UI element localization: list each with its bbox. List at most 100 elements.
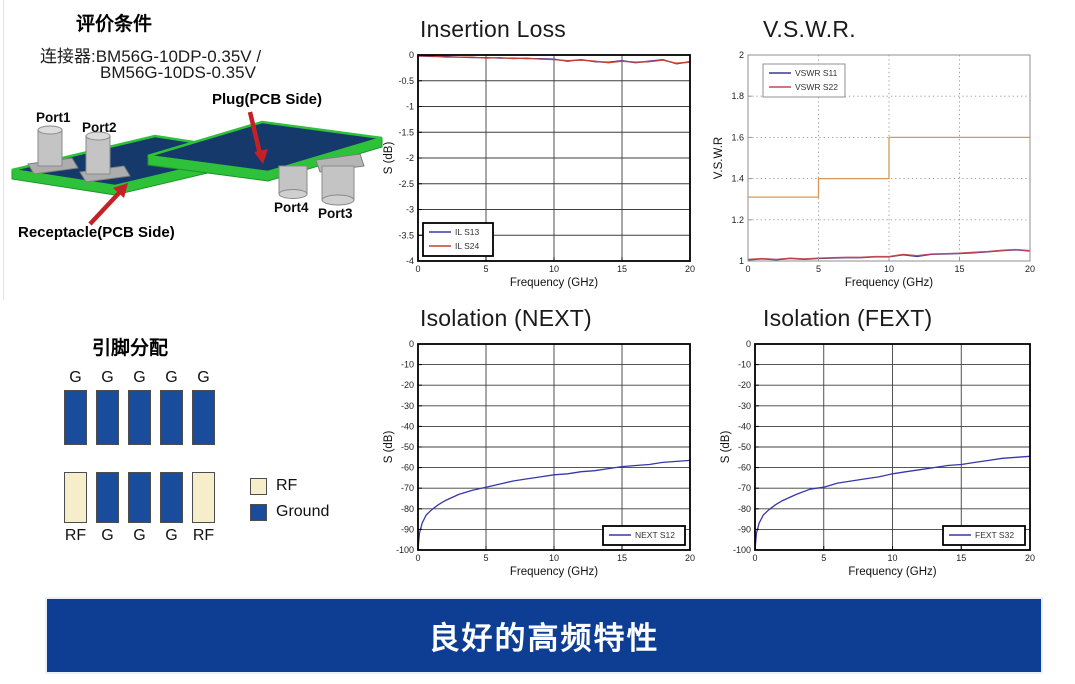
pin-label: G <box>165 369 178 386</box>
ground-swatch <box>250 503 267 521</box>
svg-text:FEXT S32: FEXT S32 <box>975 530 1014 540</box>
pin-rect <box>64 390 87 445</box>
port4-connector <box>278 165 308 199</box>
isolation-next-title: Isolation (NEXT) <box>420 305 592 331</box>
svg-text:5: 5 <box>483 553 488 563</box>
svg-text:10: 10 <box>884 264 894 274</box>
pin-bottom-labels: RF G G G RF <box>64 526 234 546</box>
conclusion-text: 良好的高频特性 <box>428 621 660 656</box>
svg-text:0: 0 <box>415 264 420 274</box>
pin-rect <box>96 390 119 445</box>
svg-text:S (dB): S (dB) <box>383 431 395 464</box>
port2-connector <box>85 131 111 175</box>
svg-text:Frequency (GHz): Frequency (GHz) <box>848 566 936 578</box>
svg-text:-80: -80 <box>738 504 751 514</box>
svg-text:-1.5: -1.5 <box>398 127 414 137</box>
plug-label: Plug(PCB Side) <box>212 91 322 108</box>
svg-text:15: 15 <box>617 264 627 274</box>
svg-text:NEXT S12: NEXT S12 <box>635 530 675 540</box>
ground-legend-label: Ground <box>276 503 330 520</box>
svg-text:10: 10 <box>549 553 559 563</box>
vswr-title: V.S.W.R. <box>763 16 856 42</box>
svg-text:-40: -40 <box>401 421 414 431</box>
svg-text:0: 0 <box>752 553 757 563</box>
svg-text:Frequency (GHz): Frequency (GHz) <box>510 566 598 578</box>
svg-text:1.2: 1.2 <box>731 215 744 225</box>
svg-text:-3: -3 <box>406 205 414 215</box>
pin-rect <box>160 390 183 445</box>
svg-text:0: 0 <box>409 50 414 60</box>
svg-text:-0.5: -0.5 <box>398 76 414 86</box>
pin-legend-item-rf: RF <box>250 477 329 495</box>
pin-assignment-title: 引脚分配 <box>92 338 169 359</box>
svg-text:5: 5 <box>483 264 488 274</box>
evaluation-conditions-title: 评价条件 <box>76 14 153 35</box>
svg-text:-50: -50 <box>738 442 751 452</box>
plug-arrow <box>247 111 268 164</box>
pin-label: RF <box>64 527 87 544</box>
pin-label: G <box>197 369 210 386</box>
svg-text:-2.5: -2.5 <box>398 179 414 189</box>
svg-text:IL S24: IL S24 <box>455 241 480 251</box>
svg-text:5: 5 <box>816 264 821 274</box>
svg-text:0: 0 <box>745 264 750 274</box>
svg-text:-4: -4 <box>406 256 414 266</box>
port4-label: Port4 <box>274 200 309 215</box>
insertion-loss-plot: 0 5 10 15 20 0 -0.5 -1 -1.5 -2 -2.5 -3 -3.5 -4 Frequen… <box>383 50 695 289</box>
pin-rect <box>128 472 151 523</box>
receptacle-arrow <box>88 183 128 226</box>
svg-text:1.6: 1.6 <box>731 132 744 142</box>
pin-rect <box>160 472 183 523</box>
port3-connector <box>315 153 365 206</box>
chart-vswr: V.S.W.R. 0 5 10 15 20 1 1.2 1.4 1.6 1.8 2 Frequency… <box>710 14 1040 296</box>
svg-text:-10: -10 <box>738 360 751 370</box>
svg-text:10: 10 <box>549 264 559 274</box>
svg-text:1: 1 <box>739 256 744 266</box>
svg-text:-100: -100 <box>733 545 751 555</box>
svg-text:-10: -10 <box>401 360 414 370</box>
svg-text:0: 0 <box>415 553 420 563</box>
pin-label: G <box>133 369 146 386</box>
pin-assignment-diagram: G G G G G RF G G G RF <box>64 368 234 546</box>
svg-text:-100: -100 <box>396 545 414 555</box>
isolation-fext-plot: 0 5 10 15 20 0 -10 -20 -30 -40 -50 -60 -70 -80 -90 -100… <box>720 339 1035 578</box>
rf-swatch <box>250 477 267 495</box>
svg-text:-60: -60 <box>401 463 414 473</box>
svg-text:15: 15 <box>954 264 964 274</box>
svg-text:-90: -90 <box>738 524 751 534</box>
svg-text:-1: -1 <box>406 102 414 112</box>
pin-label: G <box>101 527 114 544</box>
svg-text:-40: -40 <box>738 421 751 431</box>
svg-text:1.4: 1.4 <box>731 174 744 184</box>
svg-text:15: 15 <box>956 553 966 563</box>
rf-legend-label: RF <box>276 477 298 494</box>
connector-3d-diagram: Port1 Port2 Plug(PCB Side) Port4 Port3 R… <box>11 91 383 241</box>
slide-edge <box>3 0 4 300</box>
svg-text:-20: -20 <box>738 380 751 390</box>
receptacle-label: Receptacle(PCB Side) <box>18 224 175 241</box>
pin-label: G <box>133 527 146 544</box>
pin-rect <box>64 472 87 523</box>
svg-text:Frequency (GHz): Frequency (GHz) <box>845 277 933 289</box>
chart-insertion-loss: Insertion Loss 0 5 10 15 20 0 -0.5 -1 -1.5 -2 -2.5… <box>380 14 700 296</box>
isolation-next-plot: 0 5 10 15 20 0 -10 -20 -30 -40 -50 -60 -70 -80 -90 -100… <box>383 339 695 578</box>
pin-label: RF <box>192 527 215 544</box>
svg-text:0: 0 <box>746 339 751 349</box>
svg-text:-70: -70 <box>401 483 414 493</box>
svg-text:S (dB): S (dB) <box>383 142 395 175</box>
chart-isolation-next: Isolation (NEXT) 0 5 10 15 20 0 -10 -20 -30 -40 -5… <box>380 303 700 587</box>
pin-bottom-row <box>64 472 234 523</box>
svg-text:-30: -30 <box>401 401 414 411</box>
port1-connector <box>37 125 63 167</box>
pin-top-row <box>64 390 234 445</box>
svg-text:S (dB): S (dB) <box>720 431 732 464</box>
pin-label: G <box>165 527 178 544</box>
svg-text:5: 5 <box>821 553 826 563</box>
svg-text:-3.5: -3.5 <box>398 230 414 240</box>
svg-text:-2: -2 <box>406 153 414 163</box>
pin-label: G <box>101 369 114 386</box>
pin-legend-item-ground: Ground <box>250 503 329 521</box>
pin-legend: RF Ground <box>250 477 329 529</box>
pin-rect <box>128 390 151 445</box>
vswr-plot: 0 5 10 15 20 1 1.2 1.4 1.6 1.8 2 Frequency (GHz) V.S… <box>713 50 1035 289</box>
